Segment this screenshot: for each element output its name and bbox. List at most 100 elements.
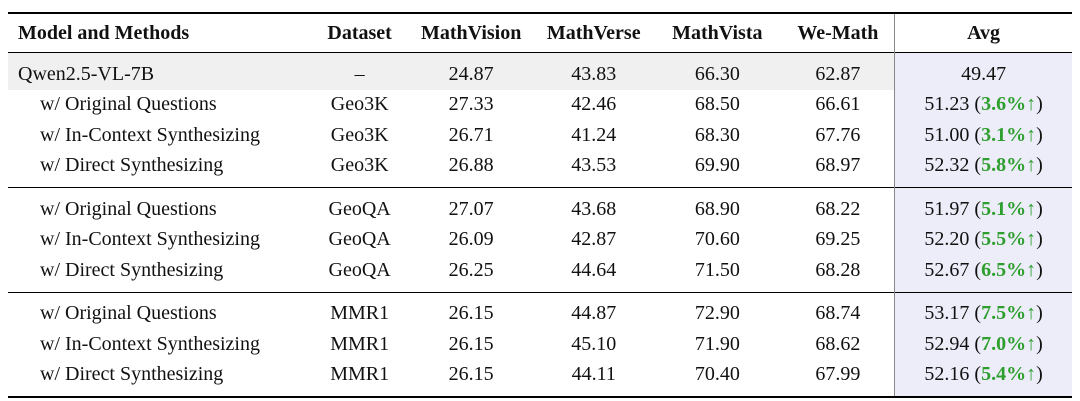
- header-row: Model and Methods Dataset MathVision Mat…: [8, 13, 1072, 53]
- header-mathverse: MathVerse: [546, 21, 641, 44]
- row-wemath: 67.99: [815, 363, 861, 386]
- base-mathvision: 24.87: [407, 52, 535, 90]
- row-avg: 52.20: [924, 228, 970, 251]
- row-mathvision: 26.09: [448, 228, 494, 251]
- row-method: w/ Direct Synthesizing: [40, 154, 224, 177]
- row-avg-cell: 51.23 (3.6%↑): [894, 89, 1072, 120]
- row-mathvista: 72.90: [694, 302, 740, 325]
- row-mathverse: 45.10: [571, 332, 617, 355]
- row-mathvision: 26.88: [448, 154, 494, 177]
- row-mathverse: 43.53: [571, 154, 617, 177]
- base-dataset: –: [311, 52, 408, 90]
- row-mathverse: 44.64: [571, 258, 617, 281]
- row-mathverse: 43.68: [571, 197, 617, 220]
- row-mathvision: 27.07: [448, 197, 494, 220]
- row-avg-cell: 52.20 (5.5%↑): [894, 224, 1072, 255]
- row-mathverse: 41.24: [571, 123, 617, 146]
- row-gain: 3.6%↑: [981, 93, 1037, 116]
- row-mathvision: 26.15: [448, 302, 494, 325]
- row-dataset: GeoQA: [328, 258, 391, 281]
- row-avg: 51.00: [924, 123, 970, 146]
- row-wemath: 69.25: [815, 228, 861, 251]
- row-mathvista: 70.40: [694, 363, 740, 386]
- table-row: w/ Direct Synthesizing Geo3K 26.88 43.53…: [8, 150, 1072, 188]
- row-avg-cell: 51.00 (3.1%↑): [894, 120, 1072, 151]
- row-mathvista: 68.90: [694, 197, 740, 220]
- row-gain: 3.1%↑: [981, 123, 1037, 146]
- header-avg: Avg: [894, 13, 1072, 53]
- base-wemath: 62.87: [781, 52, 895, 90]
- row-avg: 52.67: [924, 258, 970, 281]
- row-method: w/ Direct Synthesizing: [40, 363, 224, 386]
- table-row: w/ Original Questions Geo3K 27.33 42.46 …: [8, 89, 1072, 120]
- row-gain: 5.1%↑: [981, 197, 1037, 220]
- row-mathvision: 26.15: [448, 363, 494, 386]
- row-mathvista: 69.90: [694, 154, 740, 177]
- base-mathverse: 43.83: [534, 52, 654, 90]
- row-avg-cell: 52.16 (5.4%↑): [894, 359, 1072, 397]
- row-avg-cell: 53.17 (7.5%↑): [894, 292, 1072, 329]
- base-avg: 49.47: [894, 52, 1072, 90]
- row-dataset: MMR1: [330, 332, 390, 355]
- row-method: w/ Direct Synthesizing: [40, 258, 224, 281]
- base-model: Qwen2.5-VL-7B: [8, 52, 312, 90]
- row-mathvision: 26.15: [448, 332, 494, 355]
- group-geoqa: w/ Original Questions GeoQA 27.07 43.68 …: [8, 187, 1072, 292]
- row-avg-cell: 52.32 (5.8%↑): [894, 150, 1072, 188]
- row-mathvista: 71.90: [694, 332, 740, 355]
- row-avg: 52.32: [924, 154, 970, 177]
- row-wemath: 66.61: [815, 93, 861, 116]
- row-mathverse: 42.87: [571, 228, 617, 251]
- header-mathvista: MathVista: [672, 21, 763, 44]
- table-row: w/ In-Context Synthesizing MMR1 26.15 45…: [8, 329, 1072, 360]
- row-mathvista: 68.50: [694, 93, 740, 116]
- row-dataset: Geo3K: [330, 93, 389, 116]
- base-mathvista: 66.30: [653, 52, 782, 90]
- row-avg: 52.16: [924, 363, 970, 386]
- table-row: w/ Direct Synthesizing GeoQA 26.25 44.64…: [8, 255, 1072, 292]
- row-gain: 5.4%↑: [981, 363, 1037, 386]
- row-wemath: 68.28: [815, 258, 861, 281]
- row-method: w/ In-Context Synthesizing: [40, 123, 260, 146]
- row-avg-cell: 52.94 (7.0%↑): [894, 329, 1072, 360]
- row-dataset: MMR1: [330, 302, 390, 325]
- row-avg: 53.17: [924, 302, 970, 325]
- row-avg: 51.23: [924, 93, 970, 116]
- row-avg-cell: 52.67 (6.5%↑): [894, 255, 1072, 292]
- row-dataset: Geo3K: [330, 123, 389, 146]
- group-geo3k: Qwen2.5-VL-7B – 24.87 43.83 66.30 62.87 …: [8, 52, 1072, 188]
- row-method: w/ In-Context Synthesizing: [40, 332, 260, 355]
- table-row: w/ Original Questions MMR1 26.15 44.87 7…: [8, 292, 1072, 329]
- row-mathverse: 42.46: [571, 93, 617, 116]
- row-mathvision: 26.25: [448, 258, 494, 281]
- row-mathvista: 71.50: [694, 258, 740, 281]
- row-gain: 6.5%↑: [981, 258, 1037, 281]
- row-mathvista: 70.60: [694, 228, 740, 251]
- row-dataset: Geo3K: [330, 154, 389, 177]
- header-mathvision: MathVision: [420, 21, 522, 44]
- row-avg: 51.97: [924, 197, 970, 220]
- row-dataset: GeoQA: [328, 228, 391, 251]
- group-mmr1: w/ Original Questions MMR1 26.15 44.87 7…: [8, 292, 1072, 397]
- row-wemath: 68.62: [815, 332, 861, 355]
- row-mathverse: 44.11: [571, 363, 616, 386]
- row-avg-cell: 51.97 (5.1%↑): [894, 187, 1072, 225]
- row-method: w/ Original Questions: [40, 93, 217, 116]
- table-row: w/ Direct Synthesizing MMR1 26.15 44.11 …: [8, 359, 1072, 397]
- row-wemath: 67.76: [815, 123, 861, 146]
- table-row: w/ In-Context Synthesizing Geo3K 26.71 4…: [8, 120, 1072, 151]
- row-method: w/ In-Context Synthesizing: [40, 228, 260, 251]
- row-wemath: 68.22: [815, 197, 861, 220]
- row-mathvision: 27.33: [448, 93, 494, 116]
- header-dataset: Dataset: [327, 21, 392, 44]
- row-gain: 5.8%↑: [981, 154, 1037, 177]
- table-row: w/ In-Context Synthesizing GeoQA 26.09 4…: [8, 224, 1072, 255]
- row-dataset: MMR1: [330, 363, 390, 386]
- baseline-row: Qwen2.5-VL-7B – 24.87 43.83 66.30 62.87 …: [8, 52, 1072, 90]
- row-wemath: 68.74: [815, 302, 861, 325]
- row-avg: 52.94: [924, 332, 970, 355]
- results-table: Model and Methods Dataset MathVision Mat…: [8, 12, 1072, 398]
- header-wemath: We-Math: [797, 21, 879, 44]
- row-gain: 7.0%↑: [981, 332, 1037, 355]
- row-method: w/ Original Questions: [40, 197, 217, 220]
